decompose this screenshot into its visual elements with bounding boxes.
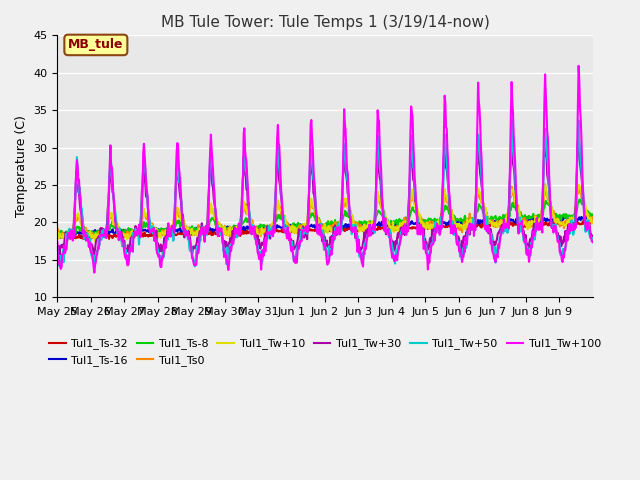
Title: MB Tule Tower: Tule Temps 1 (3/19/14-now): MB Tule Tower: Tule Temps 1 (3/19/14-now…: [161, 15, 490, 30]
Legend: Tul1_Ts-32, Tul1_Ts-16, Tul1_Ts-8, Tul1_Ts0, Tul1_Tw+10, Tul1_Tw+30, Tul1_Tw+50,: Tul1_Ts-32, Tul1_Ts-16, Tul1_Ts-8, Tul1_…: [45, 334, 605, 370]
Y-axis label: Temperature (C): Temperature (C): [15, 115, 28, 217]
Text: MB_tule: MB_tule: [68, 38, 124, 51]
